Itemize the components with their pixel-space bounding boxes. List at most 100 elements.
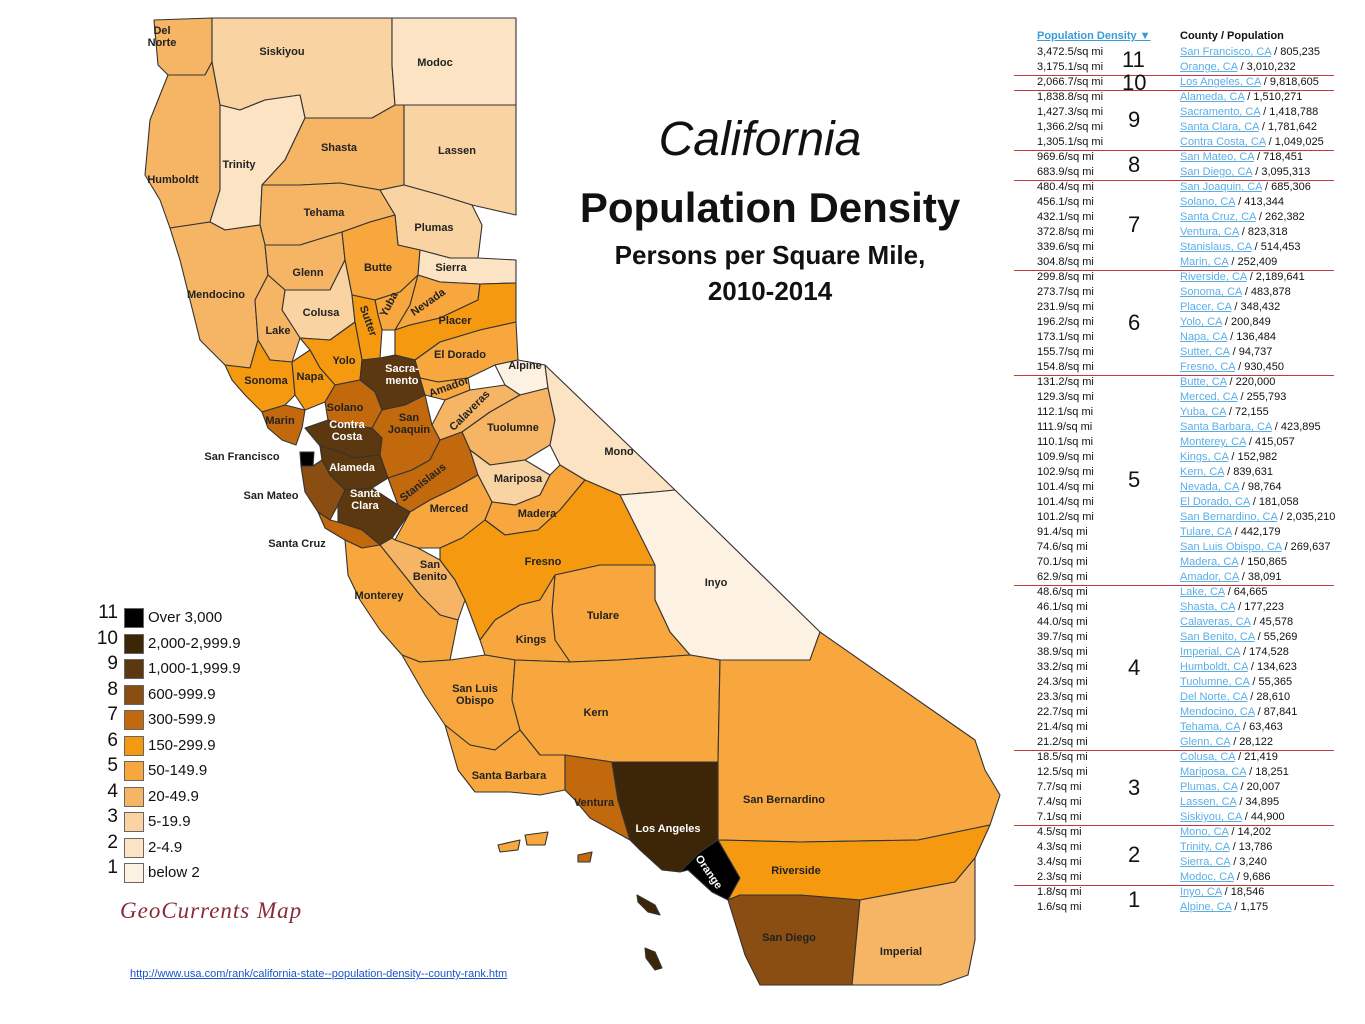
county-link[interactable]: Sierra, CA [1180,856,1231,868]
county-link[interactable]: Inyo, CA [1180,886,1222,898]
county-kern[interactable] [511,654,721,763]
county-link[interactable]: San Joaquin, CA [1180,181,1262,193]
row-density: 18.5/sq mi [1037,751,1088,763]
row-county: Kern, CA / 839,631 [1180,465,1273,480]
county-link[interactable]: Merced, CA [1180,391,1238,403]
county-link[interactable]: Kings, CA [1180,451,1229,463]
county-san-francisco[interactable] [299,451,315,467]
county-link[interactable]: San Luis Obispo, CA [1180,541,1282,553]
row-county: Marin, CA / 252,409 [1180,255,1277,270]
header-population-density[interactable]: Population Density ▼ [1037,30,1151,42]
row-density: 102.9/sq mi [1037,466,1094,478]
row-county: Humboldt, CA / 134,623 [1180,660,1297,675]
county-link[interactable]: Napa, CA [1180,331,1228,343]
county-link[interactable]: Alpine, CA [1180,901,1232,913]
county-link[interactable]: Santa Clara, CA [1180,121,1259,133]
county-marin[interactable] [261,404,306,446]
county-population: / 72,155 [1225,406,1269,418]
row-density: 299.8/sq mi [1037,271,1094,283]
county-link[interactable]: Lassen, CA [1180,796,1237,808]
county-link[interactable]: San Francisco, CA [1180,46,1272,58]
county-link[interactable]: Sonoma, CA [1180,286,1242,298]
county-link[interactable]: Mariposa, CA [1180,766,1247,778]
county-label-san-francisco: San Francisco [204,451,279,463]
county-monterey[interactable] [344,539,459,663]
row-county: Trinity, CA / 13,786 [1180,840,1272,855]
county-label-alameda: Alameda [329,462,376,474]
county-link[interactable]: Amador, CA [1180,571,1239,583]
county-link[interactable]: Humboldt, CA [1180,661,1248,673]
table-row: 196.2/sq mi Yolo, CA / 200,849 [1036,315,1362,330]
county-link[interactable]: Kern, CA [1180,466,1225,478]
county-link[interactable]: Calaveras, CA [1180,616,1251,628]
county-link[interactable]: Tuolumne, CA [1180,676,1250,688]
group-rank-8: 8 [1128,152,1141,177]
county-link[interactable]: Solano, CA [1180,196,1236,208]
county-link[interactable]: Santa Cruz, CA [1180,211,1256,223]
county-siskiyou[interactable] [211,17,396,119]
county-link[interactable]: Los Angeles, CA [1180,76,1261,88]
county-link[interactable]: Imperial, CA [1180,646,1240,658]
table-row: 110.1/sq mi Monterey, CA / 415,057 [1036,435,1362,450]
row-county: Mariposa, CA / 18,251 [1180,765,1289,780]
county-link[interactable]: Del Norte, CA [1180,691,1248,703]
county-link[interactable]: Fresno, CA [1180,361,1236,373]
county-modoc[interactable] [391,17,517,106]
county-link[interactable]: Nevada, CA [1180,481,1239,493]
county-link[interactable]: Mono, CA [1180,826,1229,838]
county-link[interactable]: San Mateo, CA [1180,151,1254,163]
county-link[interactable]: San Bernardino, CA [1180,511,1278,523]
row-density: 1,427.3/sq mi [1037,106,1104,118]
county-link[interactable]: Madera, CA [1180,556,1239,568]
county-link[interactable]: San Diego, CA [1180,166,1253,178]
county-link[interactable]: Mendocino, CA [1180,706,1255,718]
county-san-bernardino[interactable] [717,631,1001,843]
table-row: 23.3/sq mi Del Norte, CA / 28,610 [1036,690,1362,705]
legend-swatch [124,837,144,858]
source-link[interactable]: http://www.usa.com/rank/california-state… [130,968,508,980]
county-humboldt[interactable] [144,61,221,229]
county-population: / 64,665 [1224,586,1268,598]
county-label-santa-barbara: Santa Barbara [472,770,547,782]
county-link[interactable]: Glenn, CA [1180,736,1231,748]
county-link[interactable]: Lake, CA [1180,586,1225,598]
county-link[interactable]: El Dorado, CA [1180,496,1250,508]
county-link[interactable]: Placer, CA [1180,301,1232,313]
table-row: 7.4/sq mi Lassen, CA / 34,895 [1036,795,1362,810]
county-link[interactable]: Shasta, CA [1180,601,1236,613]
county-link[interactable]: Trinity, CA [1180,841,1230,853]
legend-swatch [124,786,144,807]
row-county: El Dorado, CA / 181,058 [1180,495,1299,510]
county-link[interactable]: Contra Costa, CA [1180,136,1266,148]
county-link[interactable]: Marin, CA [1180,256,1229,268]
county-link[interactable]: Sutter, CA [1180,346,1230,358]
county-label-monterey: Monterey [355,590,405,602]
county-link[interactable]: Sacramento, CA [1180,106,1261,118]
row-county: San Benito, CA / 55,269 [1180,630,1297,645]
table-row: 91.4/sq mi Tulare, CA / 442,179 [1036,525,1362,540]
county-link[interactable]: Plumas, CA [1180,781,1238,793]
county-link[interactable]: San Benito, CA [1180,631,1255,643]
row-density: 1,838.8/sq mi [1037,91,1104,103]
county-link[interactable]: Siskiyou, CA [1180,811,1242,823]
county-link[interactable]: Modoc, CA [1180,871,1234,883]
county-label-madera: Madera [518,508,557,520]
county-link[interactable]: Tehama, CA [1180,721,1240,733]
county-link[interactable]: Santa Barbara, CA [1180,421,1272,433]
table-row: 24.3/sq mi Tuolumne, CA / 55,365 [1036,675,1362,690]
county-link[interactable]: Yolo, CA [1180,316,1222,328]
county-link[interactable]: Orange, CA [1180,61,1238,73]
county-link[interactable]: Monterey, CA [1180,436,1246,448]
county-link[interactable]: Alameda, CA [1180,91,1245,103]
county-link[interactable]: Stanislaus, CA [1180,241,1252,253]
county-link[interactable]: Yuba, CA [1180,406,1226,418]
county-link[interactable]: Ventura, CA [1180,226,1239,238]
county-population: / 98,764 [1238,481,1282,493]
county-link[interactable]: Colusa, CA [1180,751,1236,763]
county-imperial[interactable] [851,857,976,986]
county-link[interactable]: Tulare, CA [1180,526,1232,538]
row-county: Yolo, CA / 200,849 [1180,315,1271,330]
county-population: / 255,793 [1237,391,1287,403]
county-link[interactable]: Riverside, CA [1180,271,1247,283]
county-link[interactable]: Butte, CA [1180,376,1227,388]
